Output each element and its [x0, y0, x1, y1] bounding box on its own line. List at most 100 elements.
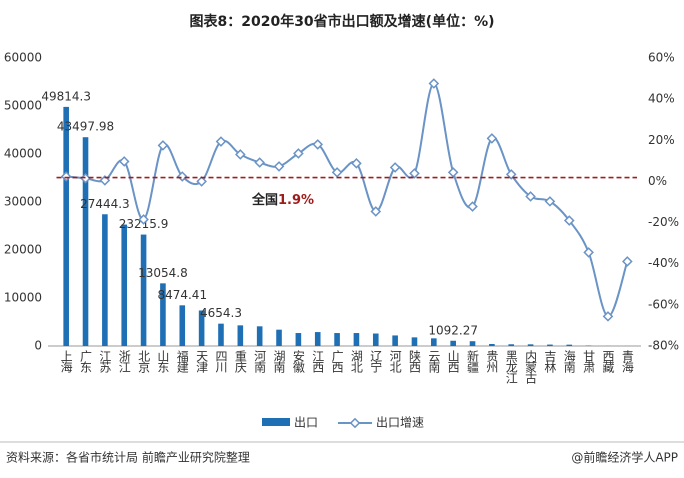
line-marker [563, 215, 575, 226]
x-tick-label: 福建 [175, 349, 189, 374]
bar [431, 338, 437, 346]
line-marker [118, 156, 130, 167]
line-marker [622, 256, 633, 267]
line-marker [293, 148, 304, 159]
x-tick-label: 陕西 [407, 349, 421, 373]
y2-tick-label: -40% [648, 256, 679, 270]
line-marker [467, 201, 478, 212]
bar [160, 283, 166, 346]
x-tick-label: 江苏 [98, 350, 112, 373]
line-marker [486, 133, 498, 144]
bar [372, 333, 379, 346]
line-marker [544, 196, 556, 207]
y2-tick-label: 60% [648, 51, 675, 65]
y-tick-label: 20000 [4, 243, 42, 257]
credit: @前瞻经济学人APP [571, 450, 678, 465]
y-tick-label: 30000 [4, 195, 42, 209]
line-marker [389, 162, 401, 173]
x-tick-label: 山西 [446, 350, 460, 373]
x-tick-label: 贵州 [485, 350, 499, 373]
line-marker [254, 157, 265, 168]
x-tick-label: 西藏 [601, 350, 615, 374]
x-tick-label: 甘肃 [582, 350, 596, 374]
data-label: 43497.98 [57, 120, 114, 134]
data-label: 1092.27 [428, 323, 478, 337]
y2-tick-label: -20% [648, 215, 679, 229]
x-tick-label: 广东 [79, 350, 93, 373]
x-tick-label: 上海 [59, 350, 73, 373]
bar [353, 333, 360, 346]
legend-label: 出口增速 [376, 416, 424, 430]
data-label: 49814.3 [41, 89, 91, 103]
line [66, 82, 629, 318]
bar [63, 106, 69, 346]
line-marker [602, 311, 614, 322]
x-tick-label: 湖北 [349, 349, 363, 374]
x-tick-label: 北京 [137, 350, 151, 374]
x-tick-label: 广西 [330, 350, 344, 373]
x-tick-label: 山东 [156, 350, 170, 373]
y2-tick-label: 20% [648, 133, 675, 147]
y2-tick-label: -60% [648, 297, 679, 311]
bar [179, 305, 186, 346]
bar [198, 310, 205, 346]
y-tick-label: 0 [34, 339, 42, 353]
line-marker [505, 169, 517, 180]
bar [392, 335, 398, 346]
data-label: 13054.8 [138, 266, 188, 280]
national-name: 全国 [251, 192, 278, 208]
y-tick-label: 40000 [4, 147, 42, 161]
line-marker [273, 161, 285, 172]
line-marker [428, 78, 440, 89]
legend-label: 出口 [294, 416, 318, 430]
bar [82, 137, 89, 346]
line-marker [138, 214, 149, 225]
line-marker [331, 167, 343, 178]
x-tick-label: 四川 [214, 350, 228, 373]
x-tick-label: 天津 [195, 350, 209, 373]
source: 资料来源：各省市统计局 前瞻产业研究院整理 [6, 450, 250, 465]
line-marker [235, 149, 246, 160]
line-marker [525, 191, 536, 202]
x-tick-label: 黑龙江 [504, 350, 518, 384]
bar [547, 344, 553, 346]
y2-tick-label: 40% [648, 92, 675, 106]
bar [121, 224, 128, 346]
bar [450, 340, 456, 346]
bar [276, 329, 282, 346]
x-tick-label: 湖南 [272, 349, 286, 373]
bar [508, 344, 515, 346]
national-value: 1.9% [278, 193, 314, 208]
line-marker [157, 140, 169, 151]
line-marker [312, 139, 324, 150]
line-marker [370, 206, 382, 217]
bar [489, 343, 495, 346]
y-tick-label: 60000 [4, 51, 42, 65]
bar [566, 344, 573, 346]
x-tick-label: 青海 [620, 350, 634, 373]
x-tick-label: 河南 [253, 350, 267, 373]
data-label: 8474.41 [157, 288, 207, 302]
y-tick-label: 50000 [4, 99, 42, 113]
x-tick-label: 新疆 [466, 349, 480, 373]
bar [256, 326, 263, 346]
line-marker [583, 247, 594, 258]
y2-tick-label: 0% [648, 174, 667, 188]
x-tick-label: 江西 [311, 350, 325, 373]
bar [237, 325, 244, 346]
x-tick-label: 重庆 [233, 350, 247, 373]
x-tick-label: 海南 [562, 349, 576, 373]
data-label: 27444.3 [80, 197, 130, 211]
bar [527, 344, 534, 346]
line-marker [447, 167, 459, 178]
line-marker [196, 176, 207, 187]
line-marker [80, 173, 91, 184]
bar [411, 337, 418, 346]
line-marker [60, 171, 72, 182]
bar [469, 341, 476, 346]
x-tick-label: 浙江 [117, 350, 131, 373]
x-tick-label: 河北 [388, 350, 402, 374]
x-tick-label: 吉林 [543, 350, 557, 373]
